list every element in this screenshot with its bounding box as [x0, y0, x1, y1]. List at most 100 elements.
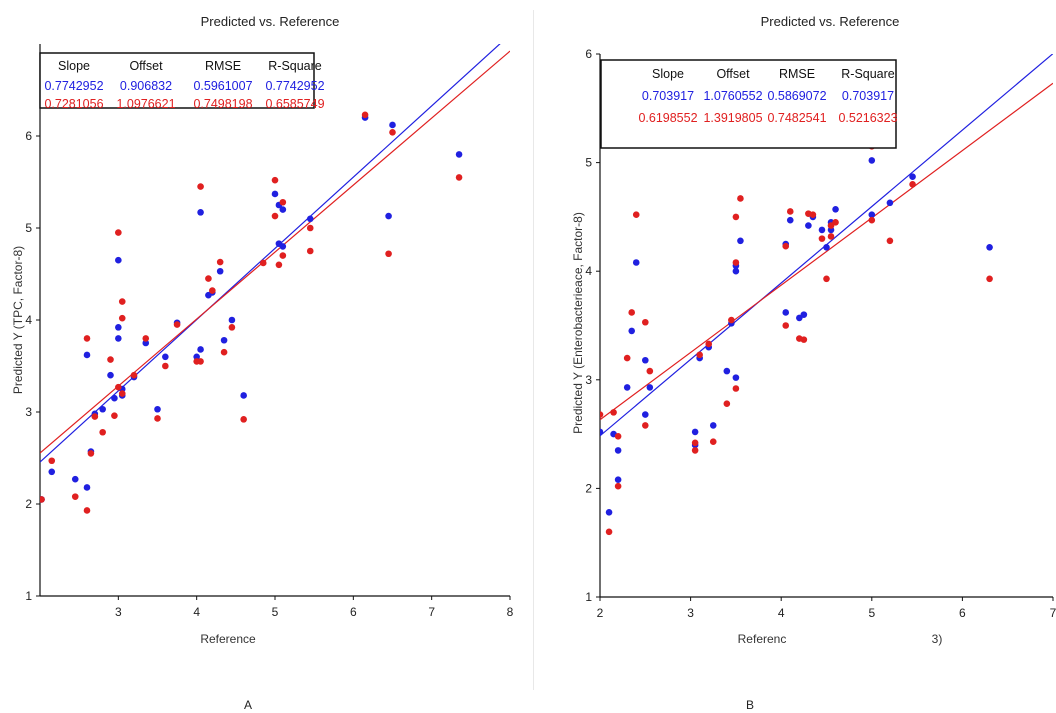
data-point-red [728, 316, 735, 324]
data-point-red [99, 428, 106, 436]
stats-header: RMSE [779, 67, 815, 81]
data-point-red [275, 261, 283, 269]
data-point-blue [107, 371, 114, 379]
data-point-red [709, 438, 717, 446]
data-point-red [786, 208, 794, 215]
data-point-red [361, 111, 369, 119]
data-point-red [306, 247, 314, 255]
data-point-blue [818, 226, 826, 234]
x-tick-label: 3 [687, 606, 694, 620]
stats-value-blue: 0.906832 [120, 79, 172, 93]
x-tick-label: 6 [959, 606, 966, 620]
data-point-red [154, 415, 161, 422]
data-point-red [115, 229, 122, 236]
data-point-red [782, 322, 790, 329]
data-point-blue [115, 324, 122, 331]
data-point-red [737, 195, 744, 202]
data-point-red [279, 252, 287, 259]
stats-value-red: 0.7498198 [193, 97, 252, 111]
stats-header: RMSE [205, 59, 241, 73]
stats-value-red: 0.6585749 [265, 97, 324, 111]
y-tick-label: 5 [585, 156, 592, 170]
data-point-blue [455, 151, 463, 158]
data-point-red [228, 324, 236, 331]
data-point-blue [605, 508, 613, 516]
data-point-blue [600, 428, 604, 436]
data-point-red [220, 348, 228, 356]
data-point-red [614, 482, 622, 490]
data-point-blue [111, 394, 118, 402]
data-point-red [389, 129, 396, 136]
data-point-blue [228, 316, 236, 324]
stats-value-blue: 0.7742952 [44, 79, 103, 93]
data-point-red [832, 219, 839, 226]
y-tick-label: 6 [585, 47, 592, 61]
data-point-blue [83, 351, 91, 359]
data-point-blue [782, 309, 790, 316]
data-point-red [205, 275, 212, 282]
y-axis-label: Predicted Y (Enterobacterieace, Factor-8… [571, 212, 585, 434]
y-tick-label: 1 [585, 590, 592, 604]
data-point-red [130, 371, 138, 379]
data-point-blue [691, 428, 699, 436]
data-point-blue [646, 384, 654, 391]
panel-caption-a: A [244, 698, 253, 712]
stats-value-red: 0.6198552 [638, 111, 697, 125]
panel-divider [533, 10, 534, 690]
data-point-blue [99, 405, 106, 413]
data-point-blue [868, 211, 876, 219]
data-point-red [642, 318, 649, 326]
data-point-blue [240, 392, 247, 399]
chart-title: Predicted vs. Reference [761, 14, 900, 29]
data-point-blue [197, 209, 204, 216]
x-axis-label-tail: 3) [932, 632, 943, 646]
data-point-red [118, 314, 126, 322]
stats-value-blue: 1.0760552 [703, 89, 762, 103]
data-point-red [605, 528, 613, 536]
data-point-red [614, 432, 622, 440]
data-point-blue [279, 206, 287, 213]
x-tick-label: 4 [778, 606, 785, 620]
data-point-blue [868, 157, 876, 164]
stats-value-red: 1.3919805 [703, 111, 762, 125]
stats-table: Slope Offset RMSE R-Square 0.7742952 0.906832… [39, 52, 325, 111]
data-point-red [271, 176, 279, 184]
data-point-blue [909, 173, 916, 181]
data-point-red [723, 400, 731, 407]
data-point-blue [732, 267, 740, 275]
data-point-blue [220, 336, 228, 344]
data-point-blue [48, 468, 56, 476]
data-point-blue [823, 244, 830, 251]
data-point-red [610, 409, 617, 416]
data-point-red [782, 242, 790, 250]
data-point-red [142, 335, 150, 342]
data-point-blue [197, 346, 204, 353]
data-point-red [118, 298, 126, 305]
data-point-blue [389, 121, 396, 129]
stats-header: Offset [129, 59, 163, 73]
data-point-blue [737, 237, 744, 245]
data-point-blue [142, 339, 150, 347]
y-tick-label: 2 [585, 481, 592, 495]
y-tick-label: 5 [25, 221, 32, 235]
data-point-red [646, 367, 654, 375]
data-point-red [732, 259, 740, 266]
data-point-blue [271, 190, 279, 198]
x-tick-label: 5 [868, 606, 875, 620]
data-point-red [209, 287, 216, 294]
stats-header: Offset [716, 67, 750, 81]
data-point-blue [805, 222, 812, 229]
data-point-blue [886, 199, 894, 207]
stats-value-red: 0.7482541 [767, 111, 826, 125]
data-point-red [162, 362, 169, 370]
data-point-blue [800, 311, 808, 318]
y-tick-label: 4 [25, 313, 32, 327]
stats-table: Slope Offset RMSE R-Square 0.703917 1.0760552… [600, 59, 898, 149]
stats-table-border [39, 52, 315, 109]
data-point-blue [385, 212, 392, 220]
data-point-blue [642, 411, 649, 418]
data-point-red [705, 340, 713, 348]
data-point-red [240, 416, 247, 423]
data-point-red [868, 216, 876, 224]
